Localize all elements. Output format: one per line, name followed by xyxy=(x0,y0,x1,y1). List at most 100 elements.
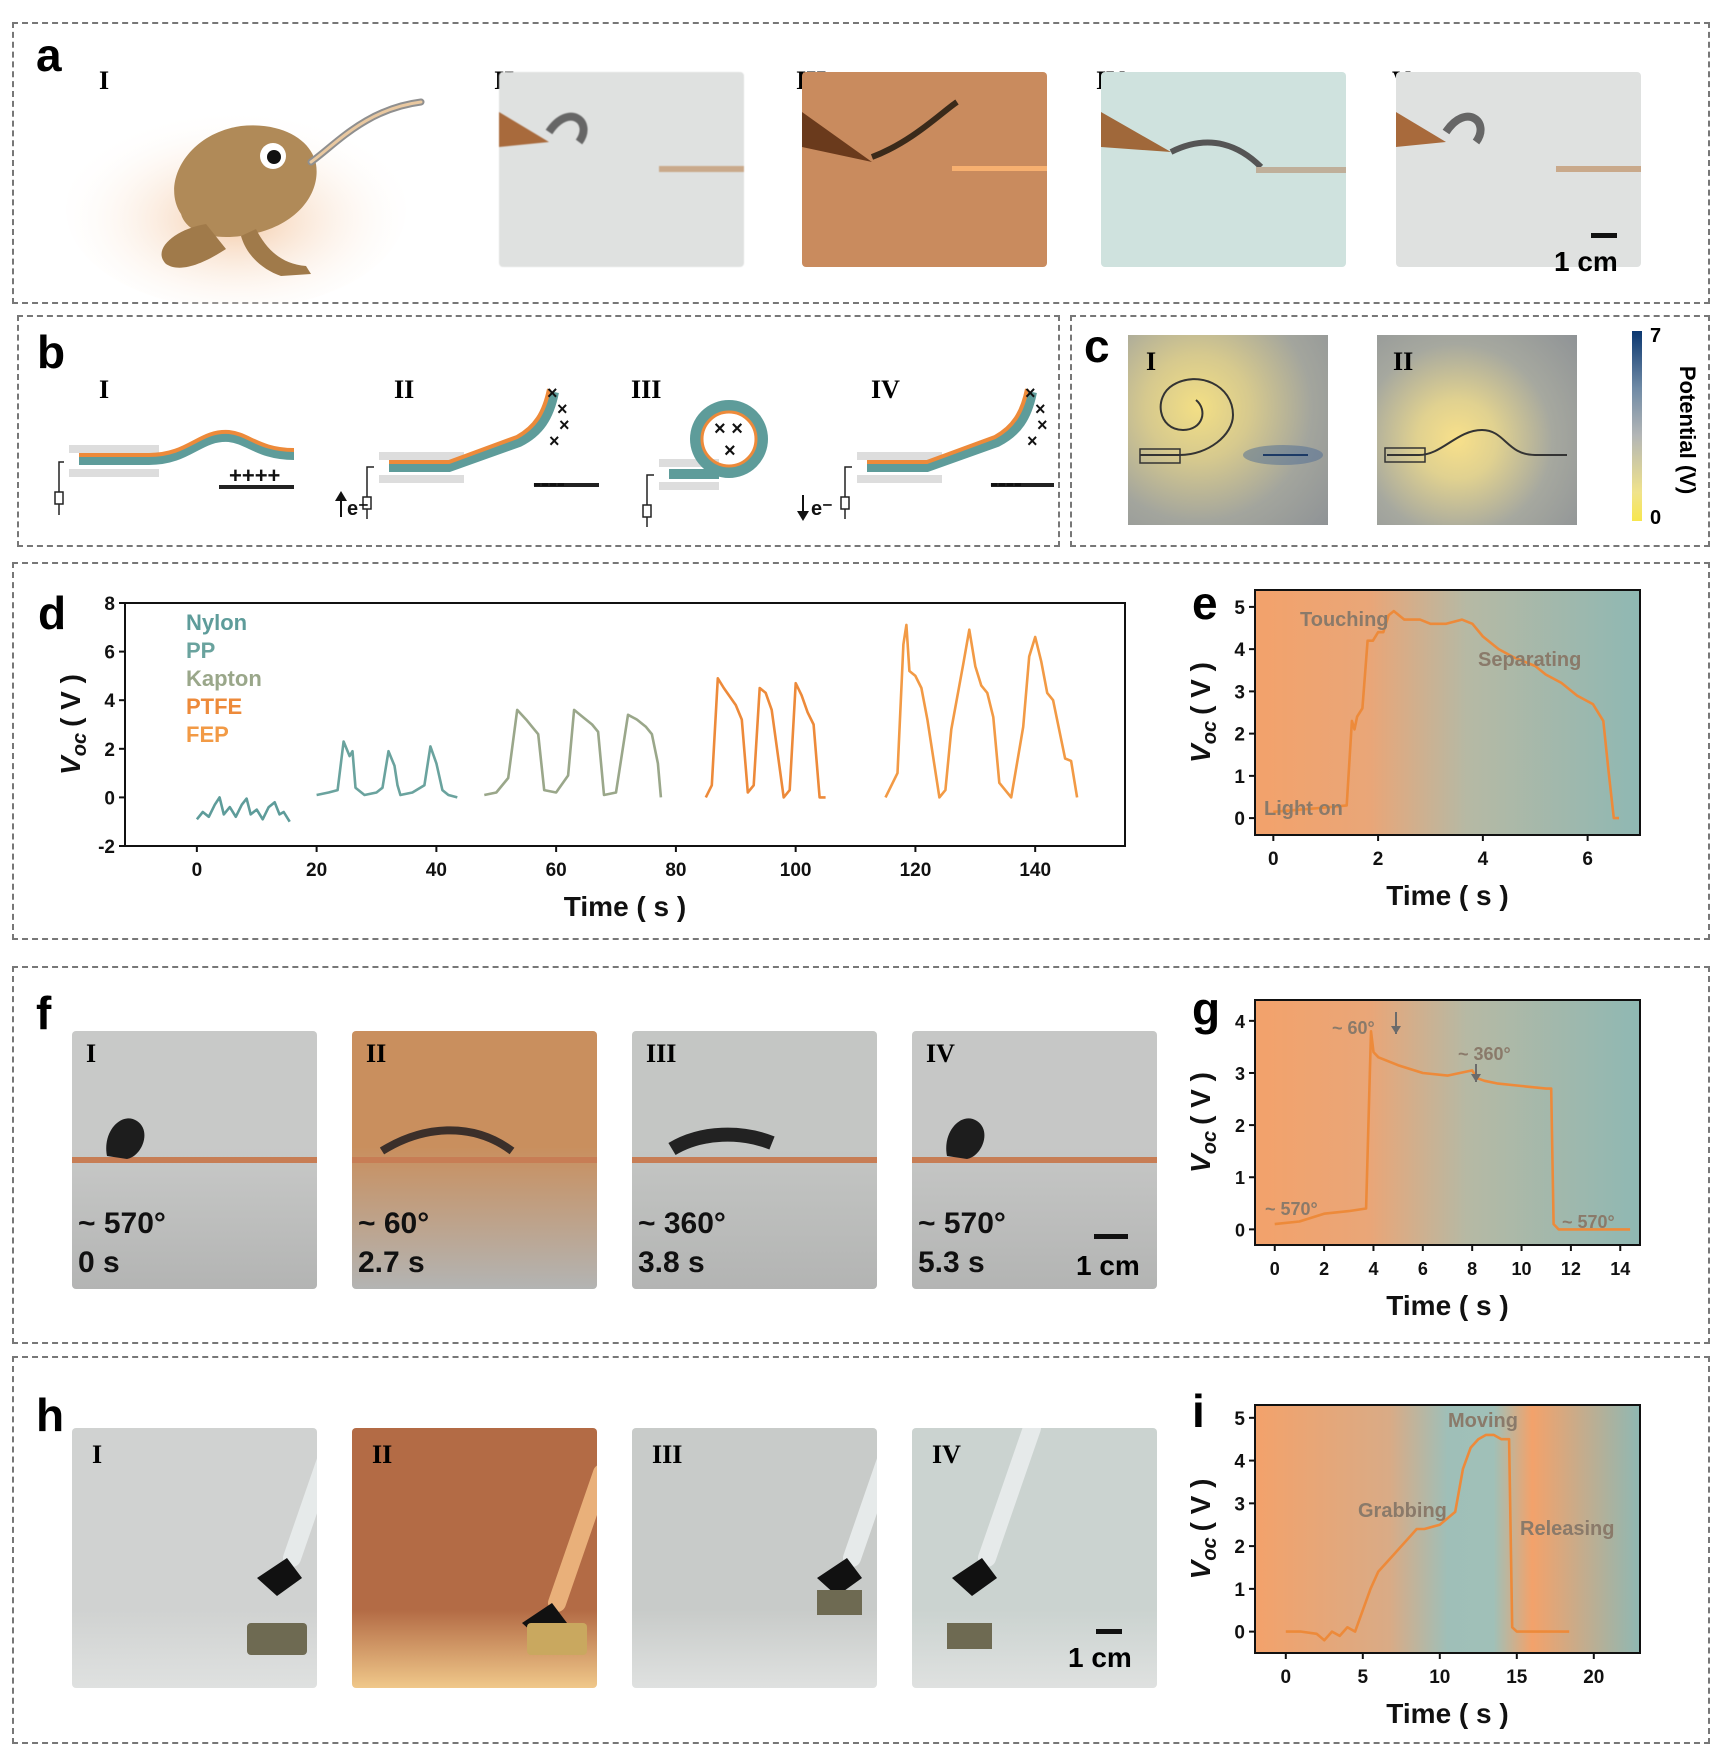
photo-actuator-state-iv xyxy=(1101,72,1346,267)
legend-entry: Nylon xyxy=(186,610,247,635)
panel-a: a I II III IV xyxy=(12,22,1710,304)
photo-actuator-f-1: I ~ 570° 0 s xyxy=(72,1031,317,1289)
legend-entry: Kapton xyxy=(186,666,262,691)
y-tick-label: 0 xyxy=(1235,1220,1245,1240)
annotation: Separating xyxy=(1478,649,1581,671)
plot-frame xyxy=(124,602,1126,847)
scale-bar xyxy=(1096,1629,1122,1634)
colorbar-max-label: 7 xyxy=(1650,325,1662,347)
plot-frame xyxy=(1254,589,1641,836)
sub-label: I xyxy=(92,1440,103,1469)
x-axis-label: Time ( s ) xyxy=(1386,1290,1508,1321)
chart-i: 0 5 10 15 20 0 1 2 3 4 5 Time ( s ) Voc( V ) Moving Gr… xyxy=(1185,1404,1641,1729)
svg-text:×: × xyxy=(724,440,736,462)
x-tick-label: 140 xyxy=(1019,860,1051,881)
y-tick-label: 5 xyxy=(1234,1409,1245,1430)
svg-text:× ×: × × xyxy=(714,418,743,440)
svg-text:×: × xyxy=(1037,415,1048,435)
schematic-state-iii: × × × xyxy=(642,400,768,527)
annotation: ~ 60° xyxy=(1332,1018,1375,1038)
y-tick-label: 3 xyxy=(1235,1064,1245,1084)
y-tick-label: 2 xyxy=(1234,725,1245,746)
scale-bar xyxy=(1591,233,1617,238)
y-tick-label: 6 xyxy=(104,643,115,664)
photo-actuator-f-3: III ~ 360° 3.8 s xyxy=(632,1031,877,1289)
schematic-state-i xyxy=(54,429,295,515)
series-line-ptfe xyxy=(704,677,826,799)
photo-gripper-h-1: I xyxy=(72,1419,346,1688)
series-line-nylon xyxy=(195,796,291,823)
y-tick-label: 8 xyxy=(104,594,115,615)
annotation: Grabbing xyxy=(1358,1500,1447,1522)
panel-label: i xyxy=(1192,1385,1205,1437)
series-line-kapton xyxy=(484,708,663,798)
x-tick-label: 15 xyxy=(1506,1667,1528,1688)
scale-label: 1 cm xyxy=(1554,246,1618,277)
y-tick-label: 2 xyxy=(1234,1537,1245,1558)
sub-label: I xyxy=(99,66,110,95)
x-tick-label: 10 xyxy=(1429,1667,1450,1688)
y-tick-label: 2 xyxy=(104,740,115,761)
legend-entry: PP xyxy=(186,638,215,663)
y-tick-label: 1 xyxy=(1234,1580,1245,1601)
sub-label: III xyxy=(646,1039,677,1068)
annotation: ~ 360° xyxy=(1458,1044,1511,1064)
panel-b: b I II III IV ++++ e⁻ xyxy=(17,315,1060,547)
sub-label: II xyxy=(1393,347,1414,376)
x-tick-label: 14 xyxy=(1610,1259,1630,1279)
bending-angle-label: ~ 360° xyxy=(638,1207,726,1240)
electron-label: e⁻ xyxy=(347,498,369,520)
svg-text:×: × xyxy=(1035,399,1046,419)
annotation: Releasing xyxy=(1520,1518,1614,1540)
x-tick-label: 100 xyxy=(780,860,812,881)
sub-label: IV xyxy=(926,1039,955,1068)
photo-actuator-state-iii xyxy=(802,72,1047,267)
sub-label: IV xyxy=(871,375,900,404)
panel-label: f xyxy=(36,987,52,1039)
photo-gripper-h-2: II xyxy=(352,1428,611,1688)
x-tick-label: 0 xyxy=(1268,849,1279,870)
scale-label: 1 cm xyxy=(1076,1250,1140,1281)
x-tick-label: 12 xyxy=(1561,1259,1581,1279)
panel-label: b xyxy=(37,326,66,378)
x-tick-label: 2 xyxy=(1319,1259,1329,1279)
photo-gripper-h-4: IV xyxy=(912,1419,1157,1688)
panel-hi: h i xyxy=(12,1356,1710,1744)
x-tick-label: 120 xyxy=(900,860,932,881)
svg-text:×: × xyxy=(559,415,570,435)
x-axis-label: Time ( s ) xyxy=(564,891,686,922)
svg-text:×: × xyxy=(557,399,568,419)
bending-angle-label: ~ 60° xyxy=(358,1207,430,1240)
colorbar-min-label: 0 xyxy=(1650,507,1662,529)
y-tick-label: 4 xyxy=(1234,1452,1245,1473)
chart-d: 0 20 40 60 80 100 120 140 -2 0 2 4 6 8 Time ( s ) Voc( … xyxy=(55,594,1126,922)
sub-label: II xyxy=(372,1440,393,1469)
panel-label: g xyxy=(1192,983,1221,1035)
sub-label: II xyxy=(394,375,415,404)
sub-label: III xyxy=(631,375,662,404)
schematic-state-ii xyxy=(335,388,599,519)
x-tick-label: 5 xyxy=(1358,1667,1369,1688)
panel-fg: f g xyxy=(12,966,1710,1344)
potential-colorbar xyxy=(1632,331,1642,521)
annotation: ~ 570° xyxy=(1562,1212,1615,1232)
negative-charge-label: ---- xyxy=(990,470,1022,497)
annotation: Light on xyxy=(1264,798,1343,820)
chart-e: 0 2 4 6 0 1 2 3 4 5 Time ( s ) Voc( V ) Touching Sepa… xyxy=(1185,589,1641,911)
svg-text:×: × xyxy=(1025,383,1036,403)
panel-label: h xyxy=(36,1389,65,1441)
y-axis-label: Voc( V ) xyxy=(1185,662,1221,763)
time-label: 3.8 s xyxy=(638,1246,705,1279)
y-tick-label: 0 xyxy=(1234,1623,1245,1644)
y-axis-label: Voc( V ) xyxy=(1185,1072,1221,1173)
schematic-state-iv xyxy=(797,388,1054,521)
series-line-voc xyxy=(1273,609,1619,820)
x-tick-label: 4 xyxy=(1478,849,1489,870)
y-tick-label: 4 xyxy=(1235,1012,1245,1032)
svg-text:×: × xyxy=(547,383,558,403)
y-tick-label: 0 xyxy=(1234,809,1245,830)
frog-illustration xyxy=(66,98,425,304)
y-tick-label: 5 xyxy=(1234,598,1245,619)
x-axis-label: Time ( s ) xyxy=(1386,880,1508,911)
